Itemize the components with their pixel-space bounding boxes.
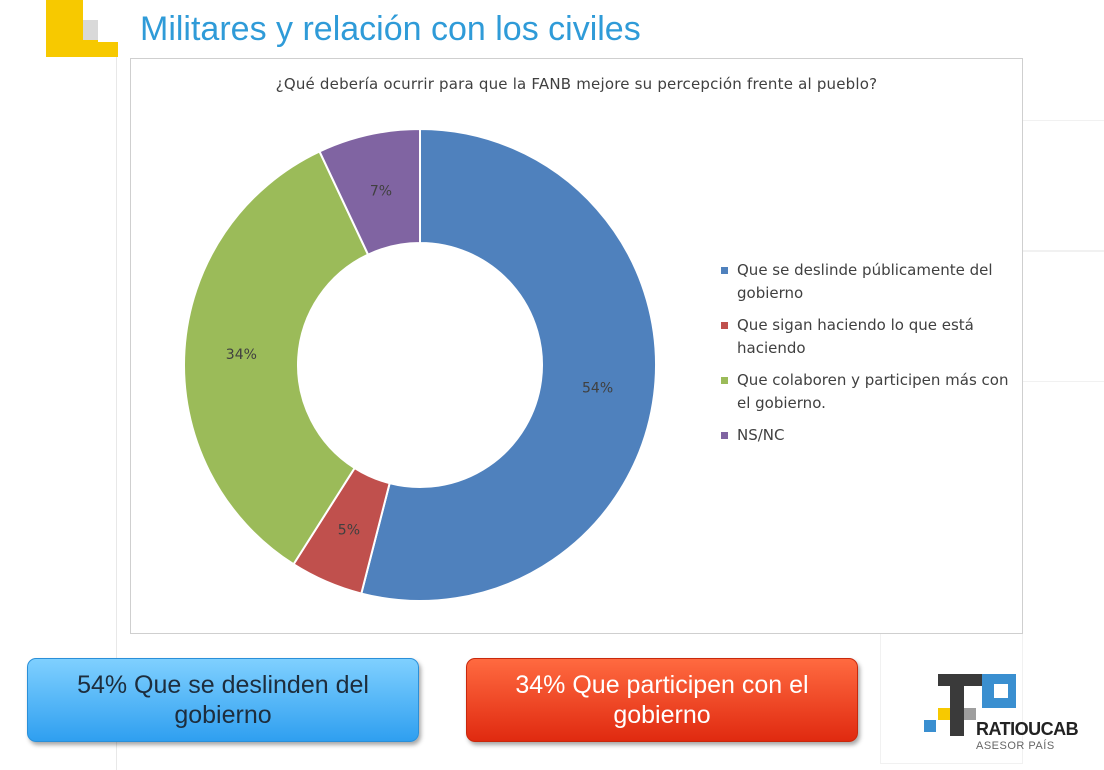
chart-frame: ¿Qué debería ocurrir para que la FANB me… <box>130 58 1023 634</box>
donut-chart: 54% 5% 34% 7% <box>183 127 657 602</box>
background-square <box>1021 120 1104 252</box>
legend-label: Que colaboren y participen más con el go… <box>737 371 1009 412</box>
brand-tagline: ASESOR PAÍS <box>976 740 1055 752</box>
donut-slice <box>183 150 370 566</box>
background-divider <box>116 0 117 770</box>
ratioucab-mark-icon <box>924 674 1016 736</box>
legend-swatch <box>721 267 728 274</box>
legend-item: Que sigan haciendo lo que está haciendo <box>721 314 1021 360</box>
legend-item: Que colaboren y participen más con el go… <box>721 369 1021 415</box>
legend-swatch <box>721 377 728 384</box>
slide-title: Militares y relación con los civiles <box>140 10 641 48</box>
corner-logo <box>46 0 118 57</box>
donut-slice <box>318 127 421 256</box>
chart-title: ¿Qué debería ocurrir para que la FANB me… <box>275 75 878 93</box>
ratioucab-logo: RATIOUCAB ASESOR PAÍS <box>924 668 1099 763</box>
legend-swatch <box>721 322 728 329</box>
legend-label: Que sigan haciendo lo que está haciendo <box>737 316 974 357</box>
legend-item: Que se deslinde públicamente del gobiern… <box>721 259 1021 305</box>
legend-label: NS/NC <box>737 426 785 444</box>
background-square <box>1021 250 1104 382</box>
slice-data-label: 5% <box>338 522 360 538</box>
callout-participen: 34% Que participen con el gobierno <box>466 658 858 742</box>
chart-legend: Que se deslinde públicamente del gobiern… <box>721 259 1021 456</box>
legend-item: NS/NC <box>721 424 1021 447</box>
donut-slice <box>360 127 657 602</box>
legend-label: Que se deslinde públicamente del gobiern… <box>737 261 993 302</box>
slice-data-label: 7% <box>370 183 392 199</box>
slice-data-label: 34% <box>226 347 257 363</box>
slice-data-label: 54% <box>582 380 613 396</box>
callout-deslinden: 54% Que se deslinden del gobierno <box>27 658 419 742</box>
brand-name: RATIOUCAB <box>976 719 1079 739</box>
legend-swatch <box>721 432 728 439</box>
